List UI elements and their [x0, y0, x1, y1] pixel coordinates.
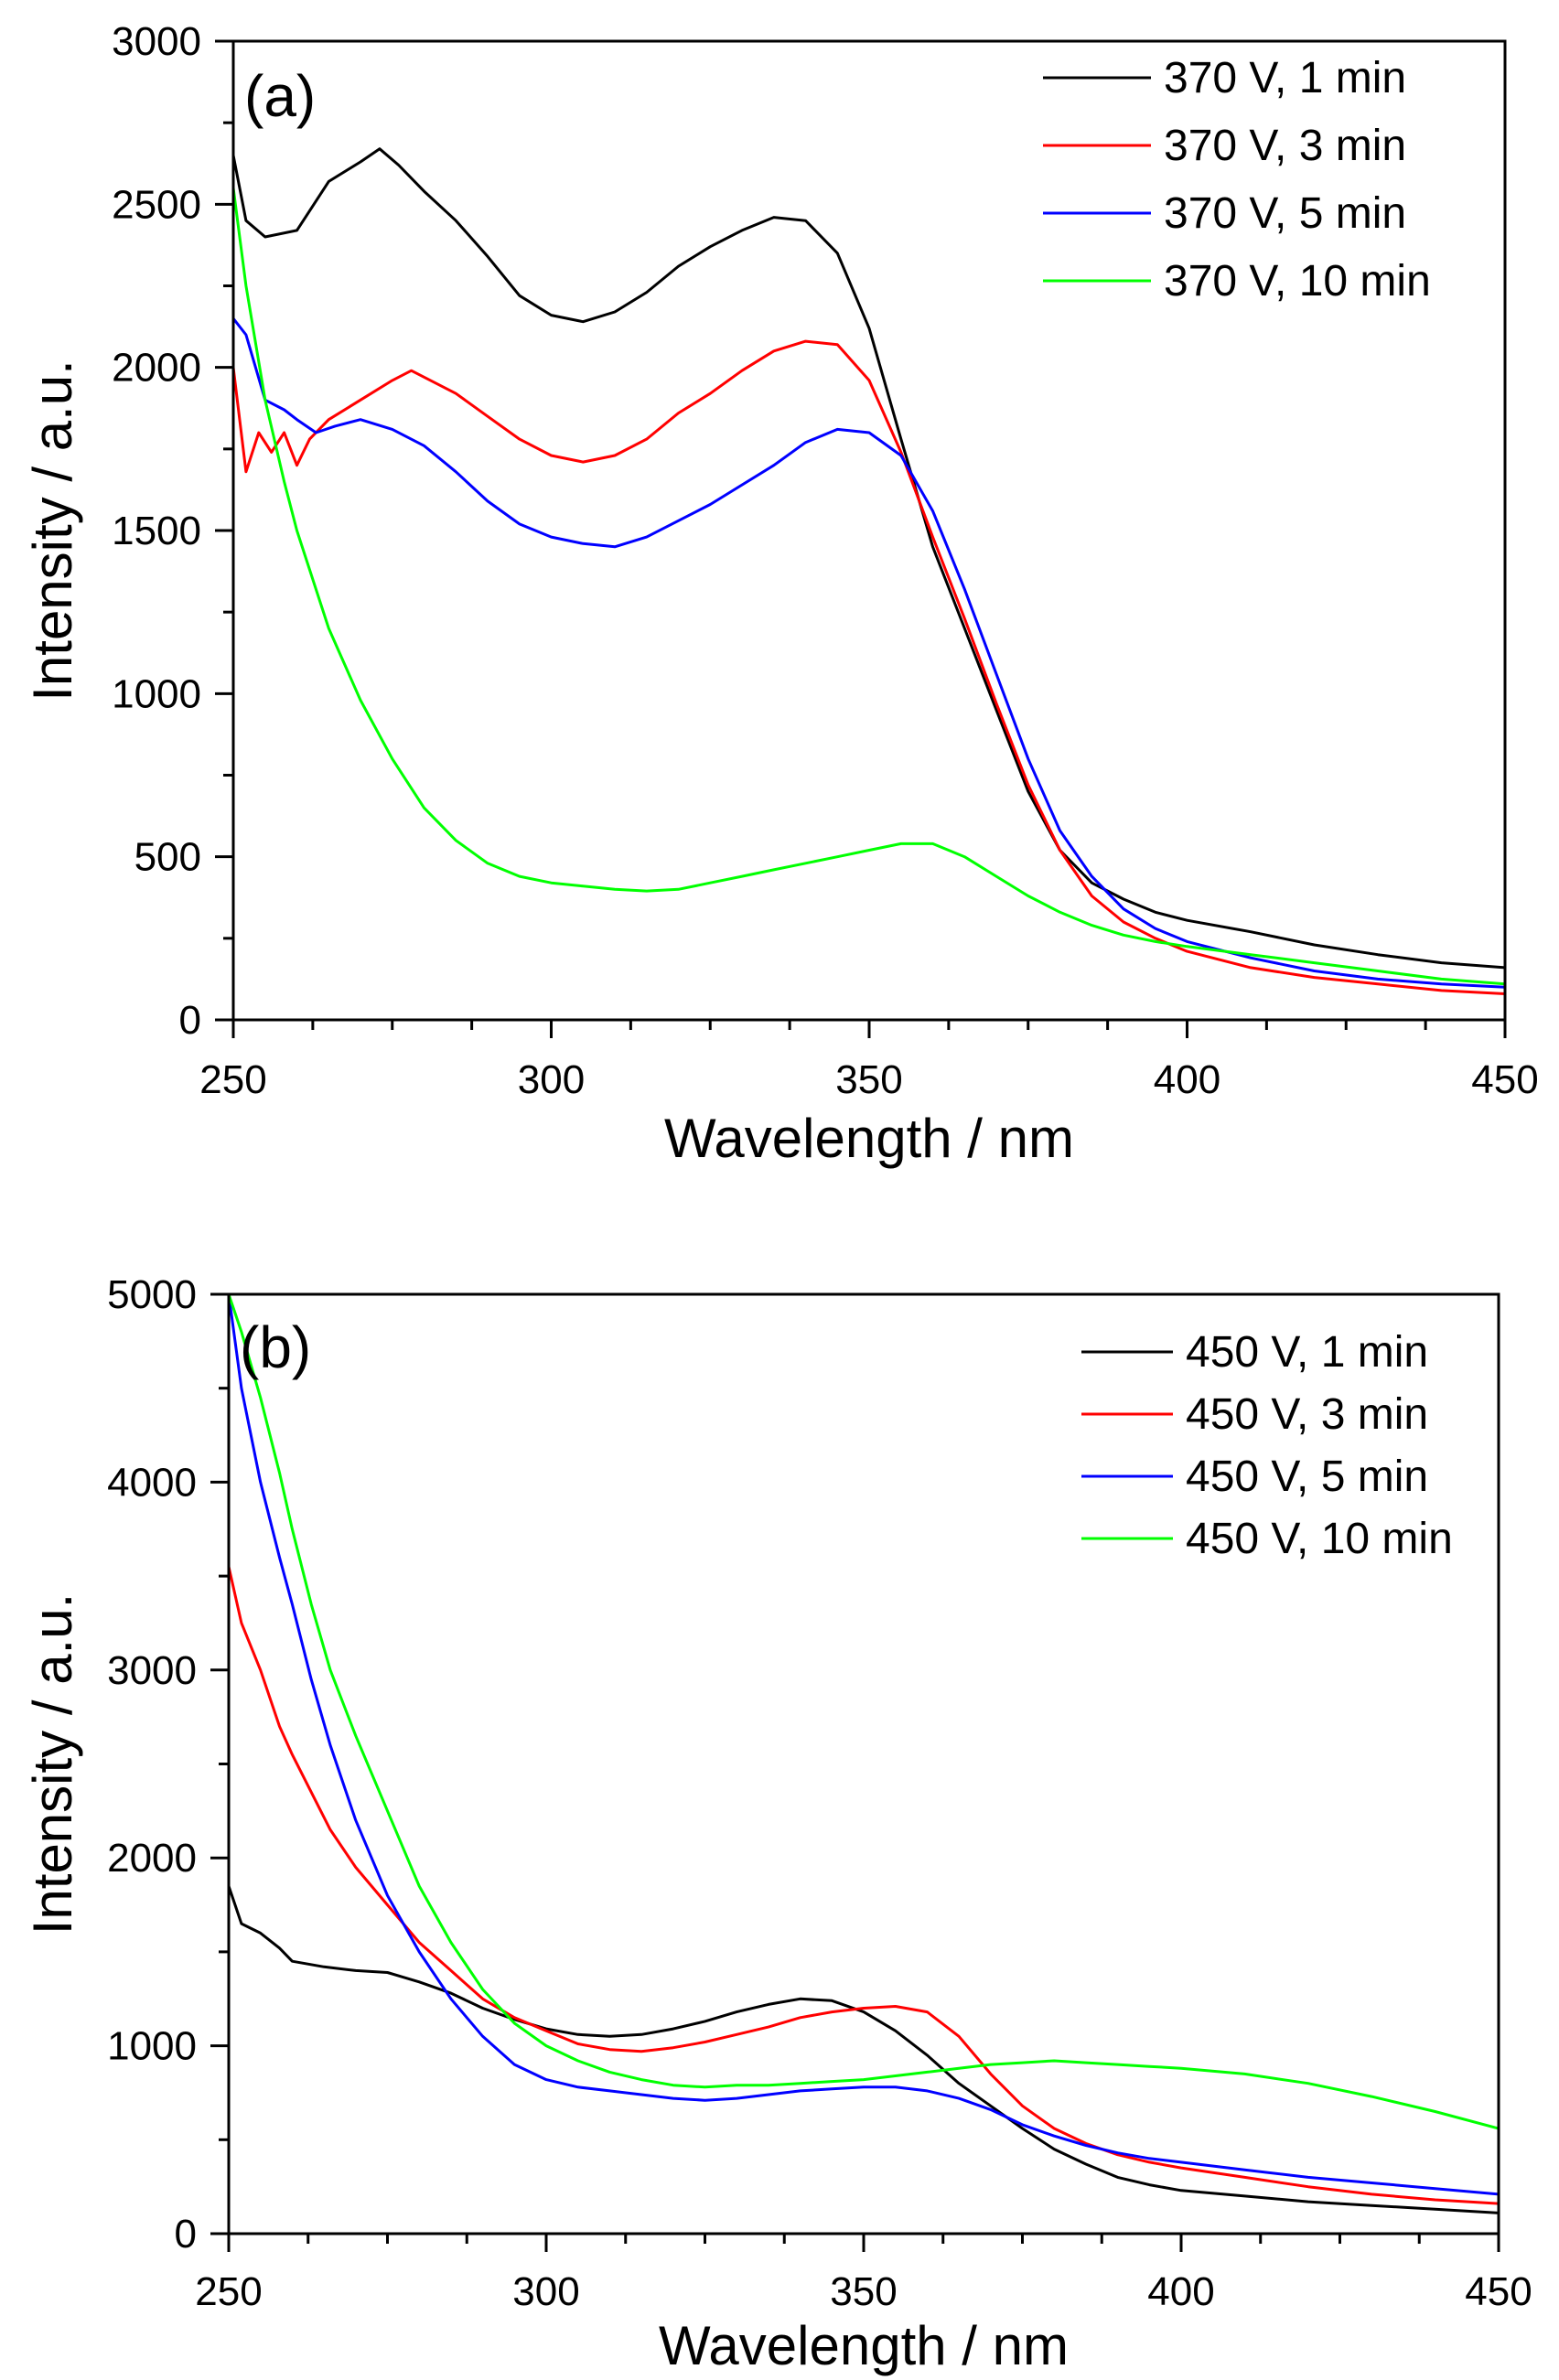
y-tick-label: 1000	[107, 2024, 197, 2069]
series-line-2	[229, 1566, 1499, 2205]
x-axis-title: Wavelength / nm	[659, 2315, 1069, 2376]
y-tick-label: 5000	[107, 1272, 197, 1317]
x-tick-label: 350	[835, 1057, 902, 1102]
x-tick-label: 400	[1154, 1057, 1220, 1102]
legend-label: 450 V, 5 min	[1186, 1453, 1428, 1501]
plot-frame	[231, 39, 1507, 1022]
y-tick-label: 2000	[107, 1836, 197, 1881]
x-tick-label: 350	[830, 2269, 897, 2314]
y-tick-label: 0	[175, 2212, 197, 2257]
series-line-4	[229, 1294, 1499, 2130]
panel-label: (b)	[240, 1314, 311, 1380]
series-line-4	[233, 188, 1505, 986]
y-axis-title: Intensity / a.u.	[22, 359, 83, 702]
panel-label: (a)	[244, 63, 316, 129]
x-axis-title: Wavelength / nm	[664, 1108, 1074, 1169]
y-tick-label: 3000	[112, 19, 201, 64]
x-tick-label: 300	[512, 2269, 579, 2314]
y-tick-label: 3000	[107, 1648, 197, 1693]
x-tick-label: 250	[199, 1057, 266, 1102]
y-axis-title: Intensity / a.u.	[22, 1593, 83, 1935]
y-tick-label: 500	[134, 835, 201, 880]
x-tick-label: 300	[518, 1057, 585, 1102]
x-tick-label: 450	[1471, 1057, 1538, 1102]
series-line-1	[229, 1885, 1499, 2214]
legend-label: 370 V, 3 min	[1164, 122, 1406, 170]
x-tick-label: 450	[1465, 2269, 1532, 2314]
y-tick-label: 0	[179, 998, 201, 1043]
series-line-1	[233, 147, 1505, 970]
y-tick-label: 4000	[107, 1460, 197, 1505]
y-tick-label: 1500	[112, 509, 201, 553]
y-tick-label: 1000	[112, 671, 201, 716]
panel-a: 250 300 350 400 450 0 500 1000 1500 2000 2500 3000 W…	[22, 19, 1539, 1169]
y-tick-label: 2500	[112, 182, 201, 227]
series-line-3	[229, 1294, 1499, 2196]
legend-label: 450 V, 10 min	[1186, 1515, 1453, 1563]
series-line-2	[233, 339, 1505, 995]
legend-label: 370 V, 5 min	[1164, 189, 1406, 238]
x-tick-label: 250	[195, 2269, 262, 2314]
legend-label: 450 V, 1 min	[1186, 1328, 1428, 1377]
panel-b: 250 300 350 400 450 0 1000 2000 3000 4000 5000 Wave…	[22, 1272, 1532, 2376]
y-tick-label: 2000	[112, 346, 201, 391]
legend-label: 370 V, 1 min	[1164, 54, 1406, 102]
series-line-3	[233, 317, 1505, 989]
x-tick-label: 400	[1147, 2269, 1214, 2314]
legend-label: 450 V, 3 min	[1186, 1390, 1428, 1439]
legend-label: 370 V, 10 min	[1164, 257, 1431, 306]
